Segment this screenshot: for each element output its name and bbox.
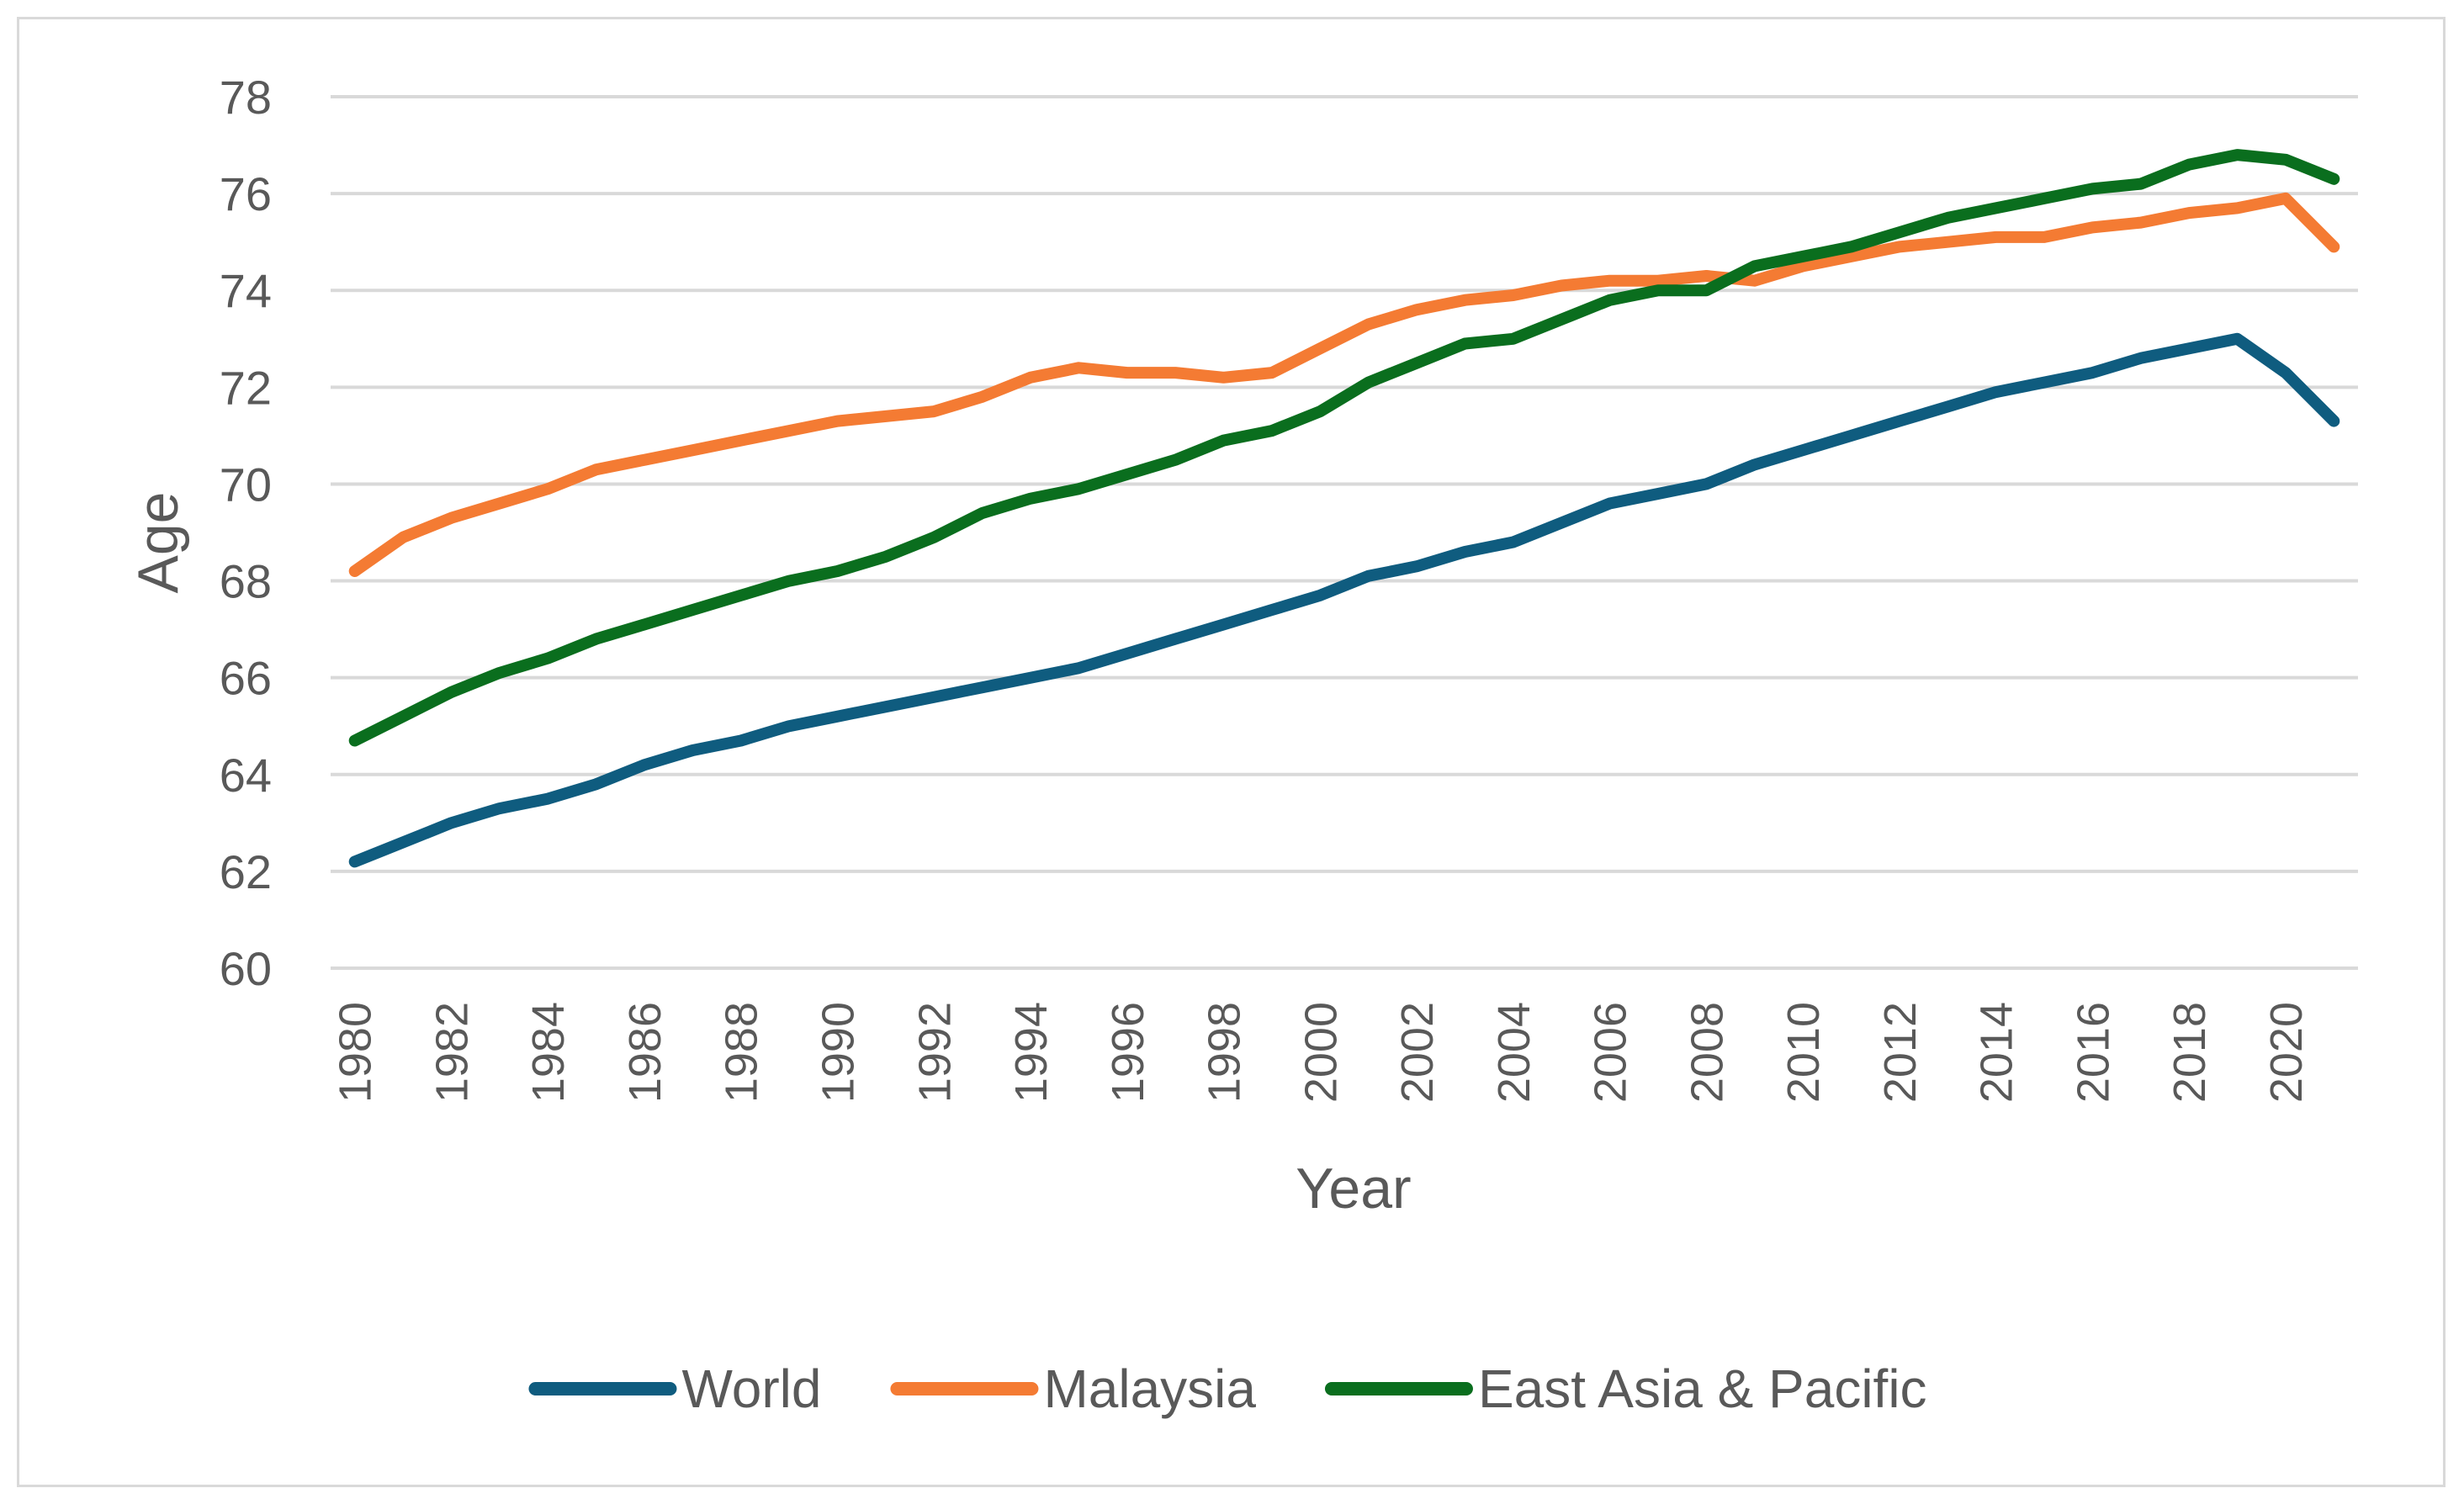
y-tick-label: 62 xyxy=(220,845,272,898)
x-tick-label: 1988 xyxy=(717,1002,767,1103)
y-tick-label: 64 xyxy=(220,749,272,802)
legend-label: World xyxy=(681,1358,821,1419)
y-tick-label: 72 xyxy=(220,361,272,414)
y-tick-label: 70 xyxy=(220,458,272,511)
y-tick-label: 76 xyxy=(220,167,272,220)
legend-label: Malaysia xyxy=(1043,1358,1256,1419)
x-tick-label: 1982 xyxy=(427,1002,477,1103)
x-tick-label: 2012 xyxy=(1875,1002,1926,1103)
series-line-world xyxy=(348,332,2340,868)
x-axis-title: Year xyxy=(1296,1157,1411,1221)
y-tick-label: 78 xyxy=(220,71,272,124)
x-tick-label: 1986 xyxy=(620,1002,670,1103)
x-tick-label: 2010 xyxy=(1778,1002,1829,1103)
gridlines xyxy=(331,95,2358,970)
y-axis-ticks: 60 62 64 66 68 70 72 74 76 78 xyxy=(220,71,272,995)
x-tick-label: 2006 xyxy=(1586,1002,1636,1103)
x-tick-label: 1996 xyxy=(1103,1002,1153,1103)
series-line-east-asia-pacific xyxy=(348,149,2340,747)
x-tick-label: 1994 xyxy=(1006,1002,1057,1103)
x-tick-label: 2016 xyxy=(2068,1002,2118,1103)
x-tick-label: 2018 xyxy=(2165,1002,2215,1103)
y-tick-label: 74 xyxy=(220,264,272,317)
y-tick-label: 66 xyxy=(220,652,272,705)
series-lines xyxy=(348,149,2340,868)
x-tick-label: 1990 xyxy=(813,1002,864,1103)
x-tick-label: 2008 xyxy=(1682,1002,1732,1103)
series-line-malaysia xyxy=(348,192,2340,577)
y-tick-label: 60 xyxy=(220,942,272,995)
legend-label: East Asia & Pacific xyxy=(1478,1358,1927,1419)
x-axis-ticks: 1980 1982 1984 1986 1988 1990 1992 1994 1996 1998… xyxy=(331,1002,2312,1103)
x-tick-label: 2020 xyxy=(2261,1002,2312,1103)
x-tick-label: 2014 xyxy=(1972,1002,2022,1103)
y-axis-title: Age xyxy=(126,492,190,594)
x-tick-label: 1998 xyxy=(1200,1002,1250,1103)
x-tick-label: 2002 xyxy=(1392,1002,1443,1103)
x-tick-label: 1980 xyxy=(331,1002,381,1103)
x-tick-label: 1992 xyxy=(909,1002,960,1103)
chart-frame: 60 62 64 66 68 70 72 74 76 78 1980 1982 1984 1986 198… xyxy=(17,17,2445,1487)
y-tick-label: 68 xyxy=(220,555,272,608)
x-tick-label: 2004 xyxy=(1489,1002,1539,1103)
x-tick-label: 1984 xyxy=(523,1002,574,1103)
legend: World Malaysia East Asia & Pacific xyxy=(528,1358,1927,1419)
x-tick-label: 2000 xyxy=(1296,1002,1346,1103)
